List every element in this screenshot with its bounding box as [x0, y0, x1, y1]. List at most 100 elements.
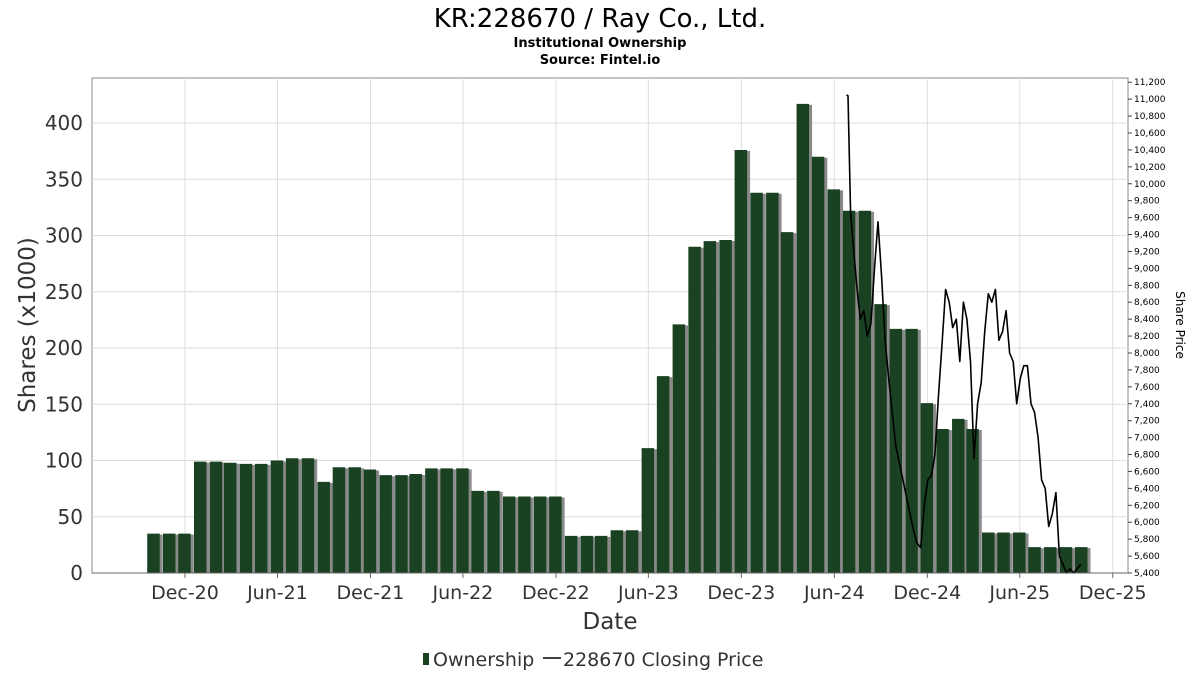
x-axis-ticks: Dec-20 Jun-21 Dec-21 Jun-22 Dec-22 Jun-23 Dec-…: [151, 573, 1147, 604]
y2-tick-label: 10,800: [1134, 112, 1166, 122]
ownership-bar: [518, 496, 531, 573]
ownership-bar: [1059, 547, 1073, 573]
y2-tick-label: 10,600: [1134, 129, 1166, 139]
x-axis-label: Date: [583, 609, 638, 635]
ownership-bar: [223, 462, 237, 573]
ownership-bar: [858, 210, 872, 573]
ownership-bar: [533, 496, 547, 573]
ownership-bar: [254, 463, 268, 573]
x-tick-label: Dec-25: [1079, 582, 1147, 604]
y-tick-label: 0: [70, 561, 83, 585]
y2-tick-label: 7,000: [1134, 434, 1160, 444]
ownership-bar: [348, 467, 361, 573]
ownership-bar: [827, 189, 841, 573]
y2-tick-label: 6,200: [1134, 501, 1160, 511]
y-tick-label: 350: [45, 167, 83, 191]
x-tick-label: Jun-22: [432, 582, 494, 604]
y2-tick-label: 5,600: [1134, 552, 1160, 562]
ownership-bar: [997, 532, 1010, 573]
ownership-bar: [409, 474, 422, 573]
y2-tick-label: 9,000: [1134, 264, 1160, 274]
y2-tick-label: 9,800: [1134, 197, 1160, 207]
ownership-bar: [471, 490, 484, 573]
ownership-bar: [874, 304, 887, 573]
ownership-bar: [162, 533, 176, 573]
y2-tick-label: 11,200: [1134, 78, 1166, 88]
ownership-bar: [425, 468, 438, 573]
ownership-bar: [1013, 532, 1026, 573]
ownership-bar: [656, 376, 670, 573]
x-tick-label: Dec-20: [151, 582, 219, 604]
ownership-bar: [641, 448, 655, 573]
ownership-bar: [395, 475, 408, 573]
ownership-bar: [317, 481, 330, 573]
ownership-bar: [440, 468, 453, 573]
ownership-bar: [549, 496, 562, 573]
y-tick-label: 150: [45, 392, 83, 416]
ownership-bar: [147, 533, 160, 573]
y2-tick-label: 6,600: [1134, 467, 1160, 477]
ownership-bar: [1028, 547, 1041, 573]
ownership-bar: [332, 467, 346, 573]
y2-tick-label: 7,400: [1134, 400, 1160, 410]
y-tick-label: 100: [45, 449, 83, 473]
ownership-bar: [672, 324, 686, 573]
ownership-bar: [982, 532, 995, 573]
y2-tick-label: 10,000: [1134, 180, 1166, 190]
ownership-bar: [193, 461, 207, 573]
ownership-bar: [750, 192, 763, 573]
ownership-bar: [719, 240, 732, 573]
y-tick-label: 400: [45, 111, 83, 135]
ownership-bar: [610, 530, 624, 573]
x-tick-label: Jun-21: [246, 582, 308, 604]
y-axis-ticks: 0 50 100 150 200 250 300 350 400: [45, 111, 83, 585]
y2-tick-label: 5,400: [1134, 569, 1160, 579]
ownership-bar: [564, 535, 578, 573]
x-tick-label: Dec-22: [522, 582, 590, 604]
ownership-bar: [966, 429, 979, 573]
x-tick-label: Dec-23: [707, 582, 775, 604]
ownership-bar: [580, 535, 594, 573]
ownership-bar: [780, 232, 794, 573]
ownership-bar: [456, 468, 469, 573]
y2-tick-label: 8,200: [1134, 332, 1160, 342]
ownership-bar: [842, 210, 856, 573]
y-tick-label: 50: [58, 505, 83, 529]
ownership-bar: [625, 530, 639, 573]
y-axis-label: Shares (x1000): [15, 237, 41, 413]
ownership-bar: [209, 461, 223, 573]
legend-label-price: 228670 Closing Price: [563, 649, 763, 671]
ownership-bar: [905, 328, 918, 573]
x-tick-label: Jun-24: [803, 582, 865, 604]
y2-tick-label: 6,800: [1134, 451, 1160, 461]
y2-tick-label: 8,000: [1134, 349, 1160, 359]
y2-tick-label: 9,400: [1134, 231, 1160, 241]
y2-tick-label: 11,000: [1134, 95, 1166, 105]
y2-axis-ticks: 5,400 5,600 5,800 6,000 6,200 6,400 6,600 6,800…: [1128, 78, 1166, 579]
ownership-bar: [889, 328, 903, 573]
ownership-bar: [703, 241, 717, 573]
y2-tick-label: 6,400: [1134, 484, 1160, 494]
legend-swatch-ownership: [423, 653, 429, 665]
y2-tick-label: 8,600: [1134, 298, 1160, 308]
y2-tick-label: 9,200: [1134, 247, 1160, 257]
y2-axis-label: Share Price: [1173, 291, 1187, 359]
ownership-bar: [270, 460, 284, 573]
price-line: [846, 94, 1082, 574]
legend: Ownership 228670 Closing Price: [423, 649, 763, 671]
y2-tick-label: 10,400: [1134, 146, 1166, 156]
ownership-bar: [178, 533, 191, 573]
y-tick-label: 200: [45, 336, 83, 360]
ownership-bar: [1044, 547, 1057, 573]
x-tick-label: Dec-24: [893, 582, 961, 604]
chart-title: KR:228670 / Ray Co., Ltd.: [434, 4, 767, 34]
ownership-bar: [594, 535, 608, 573]
legend-label-ownership: Ownership: [433, 649, 534, 671]
y2-tick-label: 6,000: [1134, 518, 1160, 528]
ownership-bar: [796, 103, 810, 573]
ownership-bar: [952, 418, 965, 573]
x-tick-label: Dec-21: [337, 582, 405, 604]
ownership-bar: [766, 192, 779, 573]
y2-tick-label: 7,200: [1134, 417, 1160, 427]
ownership-bar: [363, 469, 377, 573]
